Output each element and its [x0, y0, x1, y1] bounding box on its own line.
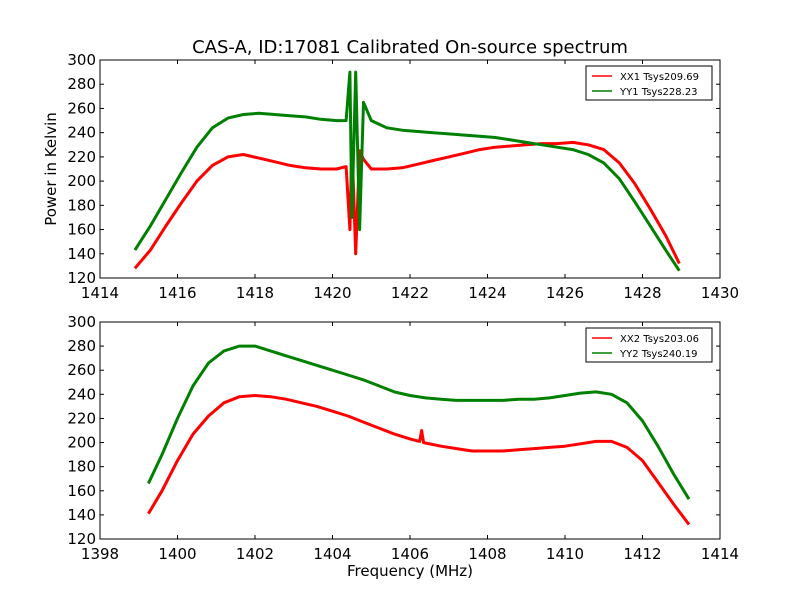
y-tick-label: 300 [67, 313, 96, 331]
y-tick-label: 260 [67, 361, 96, 379]
x-tick-label: 1412 [623, 545, 661, 563]
y-tick-label: 240 [67, 124, 96, 142]
y-tick-label: 180 [67, 196, 96, 214]
x-tick-label: 1408 [468, 545, 506, 563]
y-tick-label: 140 [67, 506, 96, 524]
chart-title: CAS-A, ID:17081 Calibrated On-source spe… [192, 37, 628, 58]
y-tick-label: 120 [67, 269, 96, 287]
y-tick-label: 140 [67, 245, 96, 263]
y-tick-label: 120 [67, 530, 96, 548]
x-axis-label: Frequency (MHz) [347, 562, 473, 580]
x-tick-label: 1404 [313, 545, 351, 563]
x-tick-label: 1402 [236, 545, 274, 563]
series-line-2 [147, 344, 691, 500]
y-tick-label: 200 [67, 172, 96, 190]
y-axis-label: Power in Kelvin [42, 112, 60, 226]
y-tick-label: 220 [67, 148, 96, 166]
x-tick-label: 1414 [701, 545, 739, 563]
x-tick-label: 1430 [701, 284, 739, 302]
y-tick-label: 260 [67, 99, 96, 117]
top-plot: 1414 1416 1418 1420 1422 1424 1426 1428 1430 120 1… [67, 51, 739, 302]
legend-label: XX2 Tsys203.06 [620, 334, 699, 345]
x-tick-label: 1416 [158, 284, 196, 302]
y-tick-label: 160 [67, 221, 96, 239]
y-tick-label: 240 [67, 385, 96, 403]
y-tick-label: 280 [67, 337, 96, 355]
x-tick-label: 1406 [391, 545, 429, 563]
x-tick-label: 1418 [236, 284, 274, 302]
x-tick-label: 1400 [158, 545, 196, 563]
y-tick-label: 220 [67, 409, 96, 427]
legend-label: YY2 Tsys240.19 [619, 349, 698, 360]
y-tick-label: 200 [67, 434, 96, 452]
y-tick-label: 160 [67, 482, 96, 500]
x-tick-label: 1422 [391, 284, 429, 302]
series-line-1 [147, 394, 691, 526]
series-line-1 [133, 140, 681, 270]
legend-label: YY1 Tsys228.23 [619, 87, 698, 98]
x-tick-label: 1410 [546, 545, 584, 563]
x-tick-label: 1426 [546, 284, 584, 302]
legend-label: XX1 Tsys209.69 [620, 72, 699, 83]
legend [585, 65, 713, 101]
x-tick-label: 1424 [468, 284, 506, 302]
x-tick-label: 1420 [313, 284, 351, 302]
y-tick-label: 280 [67, 75, 96, 93]
y-tick-label: 300 [67, 51, 96, 69]
x-tick-label: 1428 [623, 284, 661, 302]
x-tick-label: 1398 [81, 545, 119, 563]
x-tick-label: 1414 [81, 284, 119, 302]
bottom-plot: 1398 1400 1402 1404 1406 1408 1410 1412 1414 120 1… [67, 313, 739, 563]
series-line-2 [133, 70, 681, 272]
y-tick-label: 180 [67, 458, 96, 476]
legend [585, 327, 713, 363]
